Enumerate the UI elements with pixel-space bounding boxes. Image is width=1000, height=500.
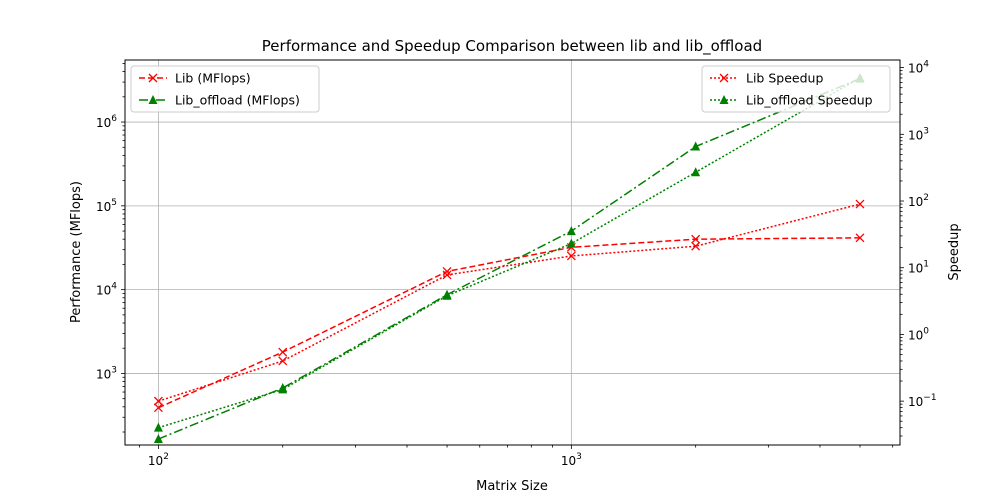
y-left-tick-label: 105 bbox=[96, 198, 117, 214]
data-point bbox=[691, 141, 701, 151]
data-point bbox=[691, 167, 701, 177]
data-point bbox=[153, 403, 163, 413]
data-point bbox=[566, 238, 576, 248]
y-axis-right-label: Speedup bbox=[947, 223, 962, 280]
series-line bbox=[158, 237, 860, 409]
series-line bbox=[158, 77, 861, 429]
x-tick-label: 103 bbox=[561, 452, 582, 468]
legend-label: Lib_offload (MFlops) bbox=[175, 93, 300, 108]
data-point bbox=[855, 199, 865, 209]
data-point bbox=[566, 251, 576, 261]
y-left-tick-label: 104 bbox=[96, 282, 117, 298]
x-axis-label: Matrix Size bbox=[476, 479, 548, 494]
legend-left: Lib (MFlops) Lib_offload (MFlops) bbox=[130, 65, 320, 113]
legend-marker bbox=[148, 73, 158, 83]
x-axis: 102 103 bbox=[139, 445, 894, 468]
grid-lines bbox=[125, 60, 900, 445]
y-right-tick-label: 102 bbox=[908, 193, 929, 209]
legend-marker bbox=[148, 95, 158, 104]
y-right-tick-label: 103 bbox=[908, 126, 929, 142]
y-right-tick-label: 100 bbox=[908, 326, 929, 342]
y-axis-left-label: Performance (MFlops) bbox=[69, 181, 84, 323]
y-right-tick-label: 10−1 bbox=[908, 393, 937, 409]
data-point bbox=[278, 356, 288, 366]
legend-box bbox=[130, 65, 320, 113]
chart-title: Performance and Speedup Comparison betwe… bbox=[262, 37, 762, 56]
series-line bbox=[158, 203, 861, 402]
series-0 bbox=[153, 233, 865, 413]
legend-label: Lib Speedup bbox=[746, 71, 823, 86]
data-point bbox=[153, 434, 163, 444]
data-point bbox=[691, 241, 701, 251]
data-point bbox=[153, 422, 163, 432]
data-point bbox=[278, 384, 288, 394]
series-line bbox=[158, 77, 861, 440]
plot-frame bbox=[124, 59, 901, 446]
legend-right: Lib Speedup Lib_offload Speedup bbox=[701, 65, 891, 113]
x-tick-label: 102 bbox=[148, 452, 169, 468]
data-point bbox=[153, 396, 163, 406]
legend-label: Lib_offload Speedup bbox=[746, 93, 873, 108]
y-left-tick-label: 106 bbox=[96, 114, 117, 130]
data-series bbox=[153, 72, 865, 444]
data-point bbox=[566, 226, 576, 236]
y-right-tick-label: 101 bbox=[908, 260, 929, 276]
series-2 bbox=[153, 199, 865, 406]
data-point bbox=[691, 234, 701, 244]
data-point bbox=[442, 270, 452, 280]
y-axis-right: 10−1 100 101 102 103 104 bbox=[900, 60, 937, 437]
data-point bbox=[442, 290, 452, 300]
data-point bbox=[855, 233, 865, 243]
legend-marker bbox=[719, 95, 729, 104]
y-left-tick-label: 103 bbox=[96, 365, 117, 381]
legend-label: Lib (MFlops) bbox=[175, 71, 251, 86]
y-axis-left: 103 104 105 106 bbox=[96, 63, 125, 433]
series-3 bbox=[153, 72, 865, 432]
series-1 bbox=[153, 73, 865, 444]
data-point bbox=[442, 266, 452, 276]
legend-marker bbox=[719, 73, 729, 83]
data-point bbox=[278, 347, 288, 357]
legend-box bbox=[701, 65, 891, 113]
y-right-tick-label: 104 bbox=[908, 60, 929, 76]
